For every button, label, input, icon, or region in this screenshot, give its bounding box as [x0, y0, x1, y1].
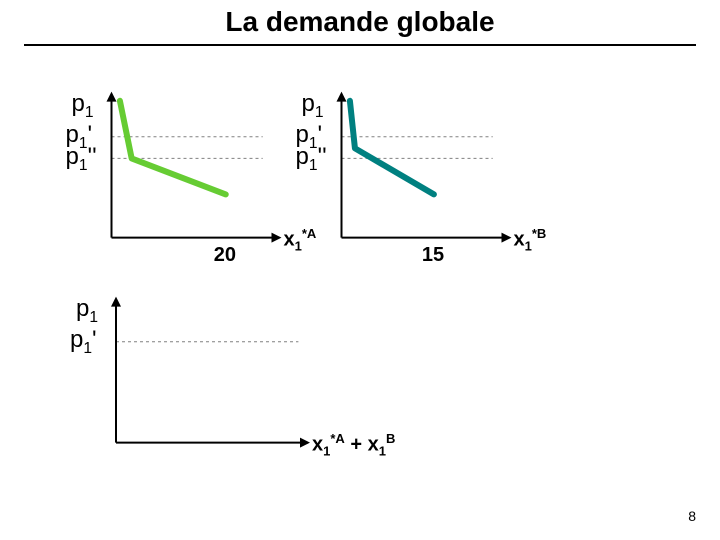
slide: { "title": { "text": "La demande globale… [0, 0, 720, 540]
chart_c-ytick-0: p1' [70, 326, 97, 358]
chart_b-y-label: p1 [302, 90, 324, 122]
chart-b: p1p1'p1''15x1*B [310, 90, 520, 270]
chart_c-x-end-label: x1*A + x1B [312, 431, 395, 459]
chart-c: p1p1'x1*A + x1B [80, 295, 320, 475]
chart_a-y-label: p1 [72, 90, 94, 122]
chart_b-x-end-label: x1*B [514, 226, 547, 254]
chart_a-ytick-1: p1'' [66, 143, 97, 175]
slide-title: La demande globale [0, 6, 720, 38]
chart_b-x-annotation: 15 [422, 244, 444, 267]
chart_c-y-label: p1 [76, 295, 98, 327]
title-underline [24, 44, 696, 46]
chart-a: p1p1'p1''20x1*A [80, 90, 290, 270]
page-number: 8 [688, 508, 696, 524]
chart_a-x-annotation: 20 [214, 244, 236, 267]
chart_b-ytick-1: p1'' [296, 143, 327, 175]
